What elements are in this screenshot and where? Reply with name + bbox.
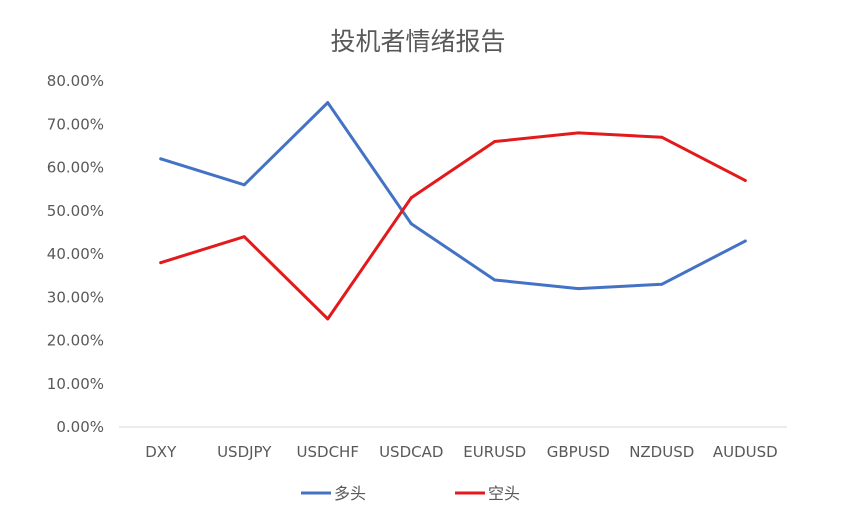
series-line-2 xyxy=(159,131,747,321)
series-line-1 xyxy=(159,101,747,291)
chart-title: 投机者情绪报告 xyxy=(330,27,505,56)
y-tick-label: 20.00% xyxy=(47,332,104,350)
data-point xyxy=(743,239,747,243)
x-tick-label: EURUSD xyxy=(463,443,526,461)
x-tick-label: USDCAD xyxy=(379,443,443,461)
x-tick-label: DXY xyxy=(145,443,177,461)
data-point xyxy=(242,235,246,239)
x-tick-label: AUDUSD xyxy=(713,443,778,461)
data-point xyxy=(493,140,497,144)
data-point xyxy=(326,101,330,105)
data-point xyxy=(743,178,747,182)
x-tick-label: USDJPY xyxy=(217,443,272,461)
data-point xyxy=(159,157,163,161)
data-point xyxy=(576,287,580,291)
legend: 多头 空头 xyxy=(301,484,520,503)
data-point xyxy=(576,131,580,135)
y-tick-label: 10.00% xyxy=(47,375,104,393)
y-tick-label: 40.00% xyxy=(47,245,104,263)
y-axis: 0.00% 10.00% 20.00% 30.00% 40.00% 50.00% 60.00… xyxy=(47,72,104,436)
y-tick-label: 30.00% xyxy=(47,288,104,306)
y-tick-label: 80.00% xyxy=(47,72,104,90)
data-point xyxy=(159,261,163,265)
x-axis: DXY USDJPY USDCHF USDCAD EURUSD GBPUSD NZDUSD A… xyxy=(145,443,777,461)
x-tick-label: NZDUSD xyxy=(629,443,694,461)
data-point xyxy=(409,196,413,200)
y-tick-label: 60.00% xyxy=(47,159,104,177)
series-group xyxy=(159,101,747,321)
data-point xyxy=(493,278,497,282)
legend-label: 多头 xyxy=(334,484,366,503)
data-point xyxy=(660,282,664,286)
data-point xyxy=(409,222,413,226)
y-tick-label: 0.00% xyxy=(56,418,104,436)
x-tick-label: GBPUSD xyxy=(547,443,610,461)
data-point xyxy=(242,183,246,187)
y-tick-label: 50.00% xyxy=(47,202,104,220)
y-tick-label: 70.00% xyxy=(47,115,104,133)
x-tick-label: USDCHF xyxy=(297,443,359,461)
legend-label: 空头 xyxy=(488,484,520,503)
data-point xyxy=(326,317,330,321)
data-point xyxy=(660,135,664,139)
